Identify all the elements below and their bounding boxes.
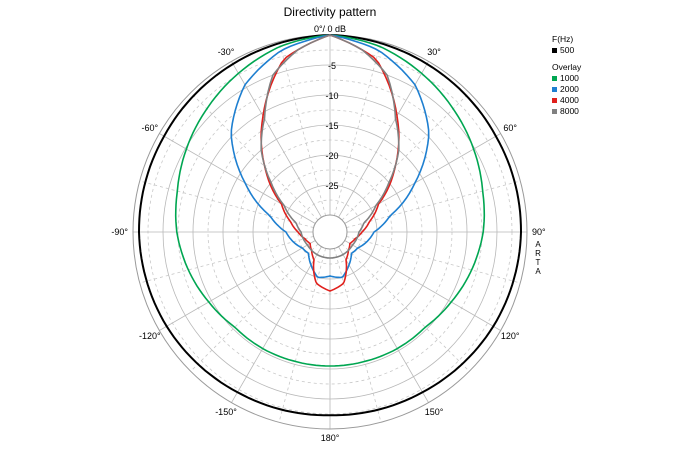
angle-label: 120° — [501, 331, 520, 341]
polar-labels: -5 -10 -15 -20 -25 0°/ 0 dB 30° 60° 90° 120° 150° 1… — [111, 24, 546, 443]
grid-spoke — [190, 92, 319, 221]
grid-spoke — [231, 61, 322, 218]
legend-item-8000: 8000 — [552, 106, 581, 117]
grid-spoke — [139, 236, 314, 284]
grid-spoke — [139, 180, 314, 228]
radial-tick-label: -5 — [328, 61, 336, 71]
radial-tick-label: -10 — [325, 91, 338, 101]
curve-1000hz — [174, 34, 486, 367]
legend-swatch-500 — [552, 48, 557, 53]
angle-label: -30° — [218, 47, 235, 57]
grid-spoke — [159, 240, 316, 331]
angle-label: 60° — [503, 123, 517, 133]
legend-swatch-4000 — [552, 98, 557, 103]
legend-swatch-2000 — [552, 87, 557, 92]
grid-spoke — [346, 236, 521, 284]
arta-side-label: A R T A — [535, 240, 541, 276]
angle-label: 90° — [532, 227, 546, 237]
directivity-curves — [137, 33, 523, 417]
legend-swatch-1000 — [552, 76, 557, 81]
grid-spoke — [344, 240, 501, 331]
angle-label: -120° — [139, 331, 161, 341]
grid-spoke — [341, 92, 470, 221]
radial-tick-label: -20 — [325, 151, 338, 161]
curve-500hz — [137, 33, 523, 417]
legend-item-2000: 2000 — [552, 84, 581, 95]
grid-spoke — [334, 248, 382, 423]
legend-item-1000: 1000 — [552, 73, 581, 84]
curve-4000hz — [260, 34, 400, 292]
grid-spoke — [190, 243, 319, 372]
grid-spoke — [278, 41, 326, 216]
angle-label: 180° — [321, 433, 340, 443]
angle-label: 150° — [425, 407, 444, 417]
legend-overlay-label: Overlay — [552, 62, 582, 72]
grid-spoke — [338, 61, 429, 218]
angle-label: -150° — [215, 407, 237, 417]
curve-8000hz — [260, 34, 400, 259]
legend-item-4000: 4000 — [552, 95, 581, 106]
legend: F(Hz) 500 Overlay 1000 2000 4000 8000 — [552, 34, 581, 117]
angle-label: 30° — [427, 47, 441, 57]
chart-title: Directivity pattern — [283, 5, 377, 19]
legend-item-500: 500 — [552, 45, 581, 56]
grid-spoke — [338, 246, 429, 403]
grid-spoke — [278, 248, 326, 423]
grid-spoke — [346, 180, 521, 228]
angle-label: -90° — [111, 227, 128, 237]
grid-spoke — [231, 246, 322, 403]
angle-label: -60° — [142, 123, 159, 133]
curve-2000hz — [230, 34, 430, 279]
radial-tick-label: -25 — [325, 181, 338, 191]
grid-spoke — [334, 41, 382, 216]
legend-swatch-8000 — [552, 109, 557, 114]
legend-header: F(Hz) — [552, 34, 574, 44]
center-hole — [312, 214, 348, 250]
grid-spoke — [159, 133, 316, 224]
angle-label: 0°/ 0 dB — [314, 24, 346, 34]
polar-grid — [132, 34, 528, 430]
grid-spoke — [344, 133, 501, 224]
radial-tick-label: -15 — [325, 121, 338, 131]
grid-spoke — [341, 243, 470, 372]
